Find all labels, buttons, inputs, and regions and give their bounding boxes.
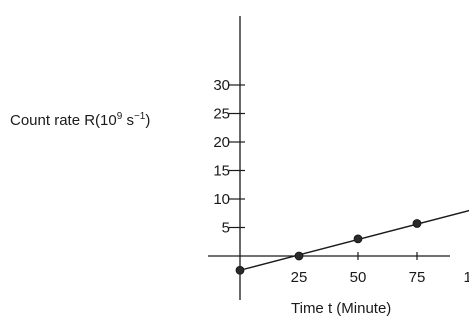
y-tick-label: 20 <box>213 134 230 151</box>
axes <box>208 16 450 300</box>
x-tick-label: 25 <box>291 269 308 286</box>
ticks: 5 10 15 20 25 30 25 50 75 100 <box>213 77 469 286</box>
data-point <box>353 234 363 244</box>
x-tick-label: 100 <box>463 269 469 286</box>
y-axis-title: Count rate R(109 s−1) <box>10 111 151 130</box>
y-tick-label: 15 <box>213 163 230 180</box>
y-tick-label: 10 <box>213 191 230 208</box>
x-tick-label: 50 <box>350 269 367 286</box>
data-point <box>235 265 245 275</box>
x-axis-title: Time t (Minute) <box>291 300 392 317</box>
data-point <box>412 219 422 228</box>
y-tick-label: 25 <box>213 106 230 123</box>
y-tick-label: 5 <box>222 220 230 237</box>
x-tick-label: 75 <box>409 269 426 286</box>
y-tick-label: 30 <box>213 77 230 94</box>
y-axis-title-unit: s <box>122 112 134 129</box>
data-point <box>294 251 304 261</box>
y-axis-title-unit-exponent: −1 <box>133 111 146 122</box>
y-axis-title-exponent: 9 <box>116 111 123 122</box>
y-axis-title-text: Count rate R(10 <box>10 112 117 129</box>
series <box>235 209 469 275</box>
y-axis-title-close: ) <box>145 112 151 129</box>
